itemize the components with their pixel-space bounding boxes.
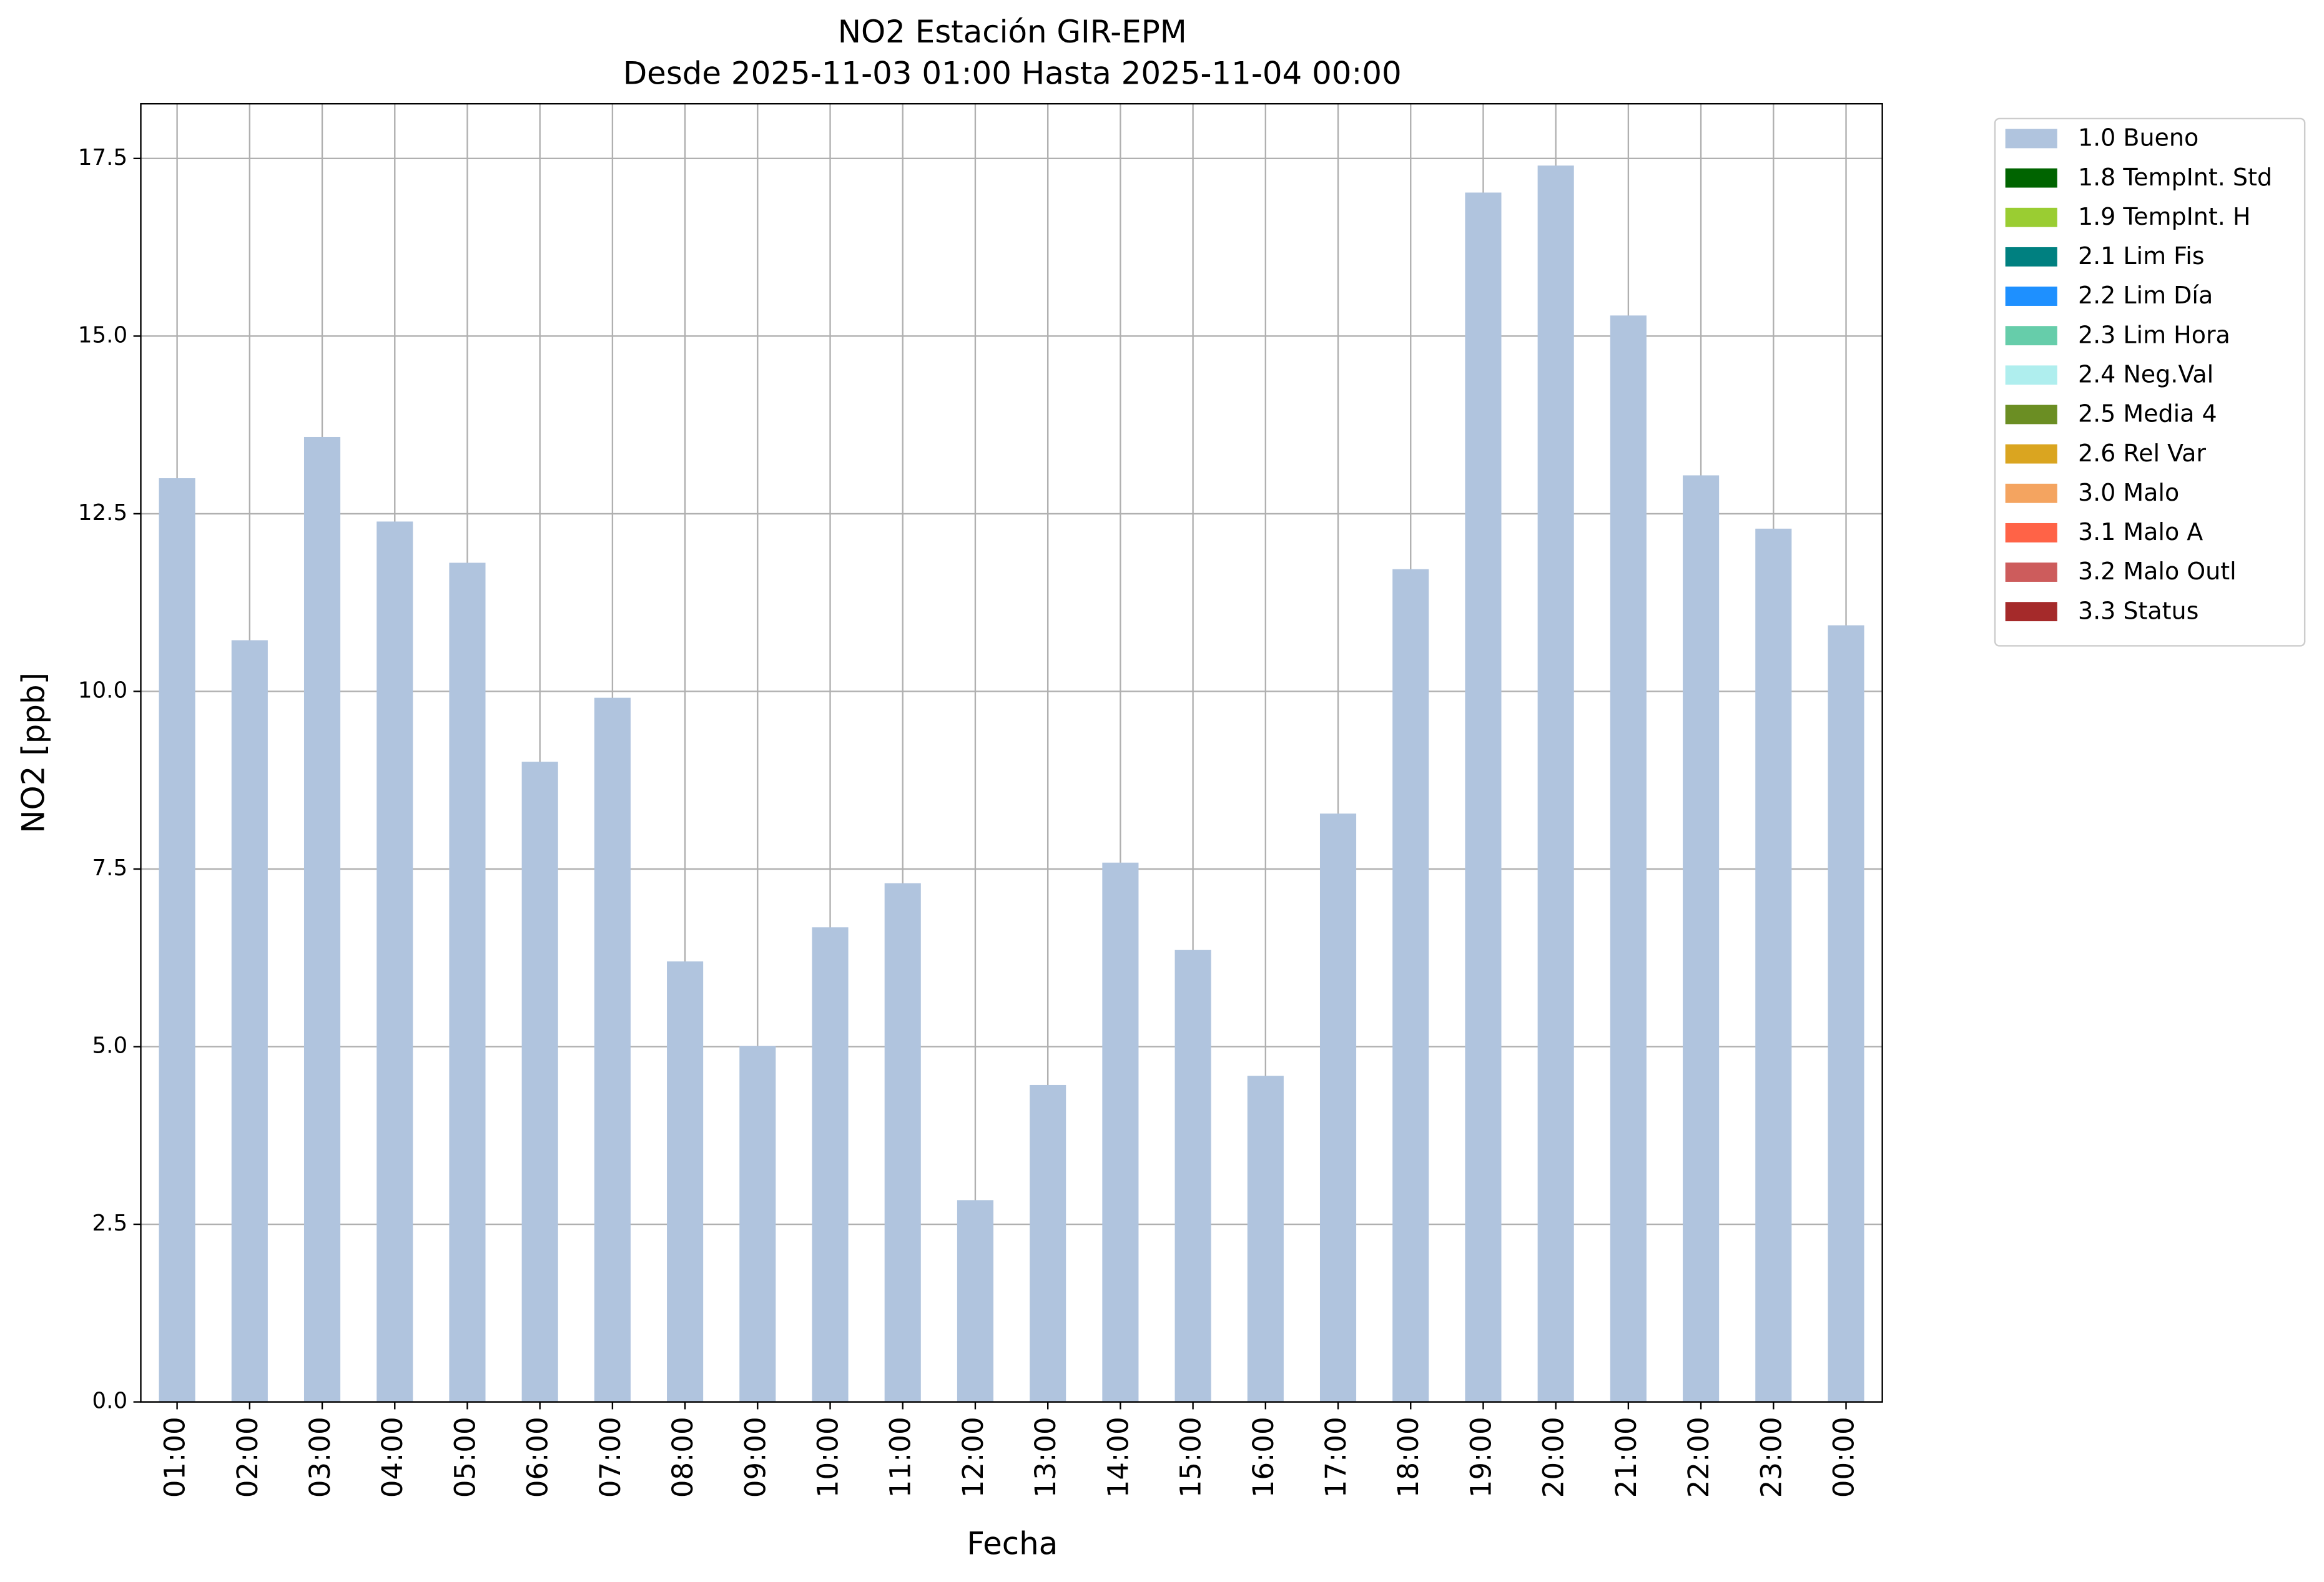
bar [1174,950,1211,1402]
legend-swatch [2005,365,2057,385]
bar [1030,1084,1066,1402]
bar [1537,165,1574,1402]
y-tick-label: 17.5 [78,145,127,170]
legend-swatch [2005,287,2057,306]
legend-label: 3.2 Malo Outl [2078,558,2237,585]
x-tick-label: 16:00 [1247,1417,1280,1498]
bar [884,883,921,1402]
x-tick-label: 17:00 [1319,1417,1352,1498]
legend-swatch [2005,563,2057,582]
y-tick-label: 12.5 [78,500,127,526]
legend-swatch [2005,483,2057,503]
legend-label: 1.8 TempInt. Std [2078,164,2272,191]
bar [1755,528,1792,1402]
x-tick-label: 08:00 [666,1417,699,1498]
y-tick-label: 0.0 [92,1388,128,1414]
x-tick-label: 23:00 [1755,1417,1788,1498]
y-tick-label: 15.0 [78,322,127,348]
bar [377,521,413,1402]
plot-frame [140,102,1883,1403]
x-tick-label: 02:00 [231,1417,264,1498]
bar [1319,813,1357,1402]
chart-title: NO2 Estación GIR-EPM [838,14,1187,50]
bar [1392,569,1429,1402]
bar [231,640,268,1402]
legend-box [1994,117,2306,647]
legend-label: 2.2 Lim Día [2078,282,2213,309]
legend-label: 1.0 Bueno [2078,124,2198,152]
x-tick-label: 10:00 [812,1417,845,1498]
legend-swatch [2005,129,2057,149]
x-tick-label: 20:00 [1537,1417,1570,1498]
x-tick-label: 07:00 [594,1417,627,1498]
legend-swatch [2005,168,2057,188]
bar [1828,625,1864,1402]
y-tick-label: 5.0 [92,1033,128,1058]
legend-swatch [2005,444,2057,464]
legend-label: 3.1 Malo A [2078,518,2203,546]
bar [594,697,631,1402]
legend-label: 3.3 Status [2078,597,2198,624]
x-tick-label: 09:00 [739,1417,772,1498]
x-axis-label: Fecha [967,1525,1058,1561]
legend-swatch [2005,523,2057,543]
y-tick-label: 7.5 [92,855,128,881]
x-tick-label: 14:00 [1101,1417,1135,1498]
legend-swatch [2005,207,2057,227]
bar [812,927,849,1402]
legend-swatch [2005,602,2057,622]
bar [667,961,704,1402]
bar [957,1200,994,1402]
legend-label: 2.1 Lim Fis [2078,242,2205,270]
bar [1247,1076,1284,1402]
legend-label: 2.5 Media 4 [2078,400,2217,428]
x-tick-label: 19:00 [1464,1417,1497,1498]
legend-label: 2.3 Lim Hora [2078,321,2230,348]
legend-label: 2.4 Neg.Val [2078,361,2213,388]
y-axis-label: NO2 [ppb] [15,672,51,833]
legend-label: 1.9 TempInt. H [2078,203,2250,230]
y-tick-label: 2.5 [92,1211,128,1236]
x-tick-label: 01:00 [159,1417,192,1498]
bar [1683,475,1720,1402]
x-tick-label: 06:00 [521,1417,554,1498]
legend-label: 2.6 Rel Var [2078,440,2206,467]
bar [1102,862,1139,1402]
bar [449,563,486,1402]
legend-swatch [2005,247,2057,267]
legend-label: 3.0 Malo [2078,479,2179,506]
bar [303,436,341,1402]
legend-swatch [2005,405,2057,425]
x-tick-label: 12:00 [957,1417,990,1498]
y-tick-label: 10.0 [78,677,127,703]
bar [521,762,558,1402]
x-tick-label: 04:00 [376,1417,409,1498]
x-tick-label: 13:00 [1029,1417,1062,1498]
chart-subtitle: Desde 2025-11-03 01:00 Hasta 2025-11-04 … [623,56,1402,92]
x-tick-label: 03:00 [303,1417,337,1498]
bar [1465,192,1502,1402]
x-tick-label: 22:00 [1682,1417,1715,1498]
x-tick-label: 11:00 [884,1417,917,1498]
x-tick-label: 00:00 [1828,1417,1861,1498]
bar [1610,315,1647,1402]
bar [159,478,195,1402]
x-tick-label: 05:00 [448,1417,481,1498]
x-tick-label: 21:00 [1610,1417,1643,1498]
x-tick-label: 18:00 [1392,1417,1425,1498]
bar [739,1046,776,1402]
legend-swatch [2005,326,2057,346]
x-tick-label: 15:00 [1174,1417,1208,1498]
